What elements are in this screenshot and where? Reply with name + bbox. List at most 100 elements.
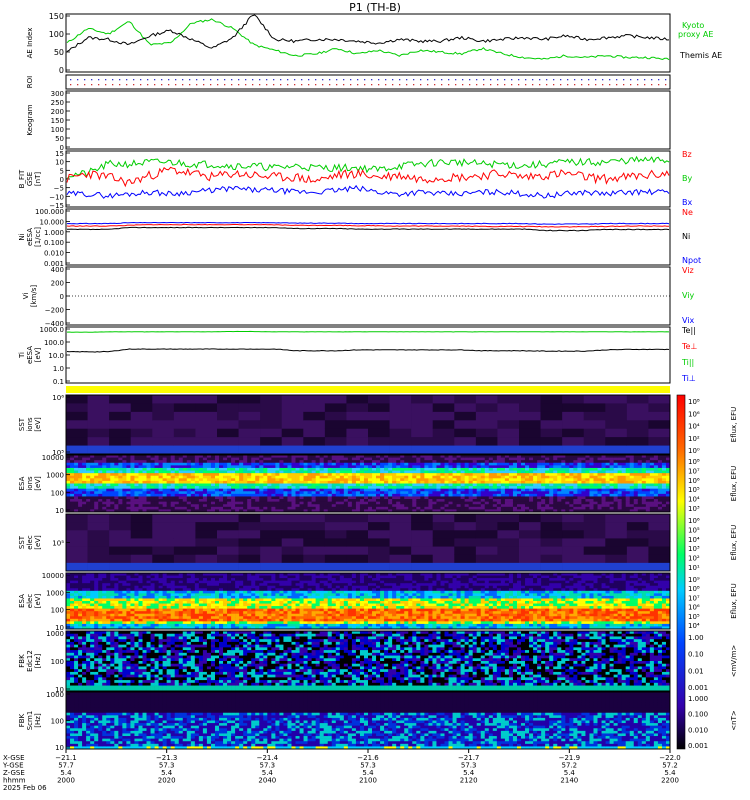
esa-i-spectrogram-cell: [251, 504, 256, 508]
esa-i-spectrogram-cell: [521, 509, 526, 513]
esa-i-spectrogram-cell: [432, 475, 437, 479]
esa-i-spectrogram-cell: [327, 475, 333, 479]
esa-i-spectrogram-cell: [661, 462, 667, 466]
sst-i-spectrogram-cell: [260, 437, 283, 446]
esa-i-spectrogram-cell: [436, 460, 441, 464]
esa-e-spectrogram-cell: [231, 618, 236, 622]
esa-i-spectrogram-cell: [488, 475, 494, 479]
ni-panel-ytick-label: 100.000: [35, 208, 64, 216]
esa-i-spectrogram-cell: [484, 509, 490, 513]
esa-e-spectrogram-cell: [66, 601, 71, 604]
esa-i-spectrogram-cell: [311, 483, 316, 487]
esa-e-spectrogram-cell: [110, 616, 115, 620]
esa-i-spectrogram-cell: [372, 491, 377, 495]
esa-i-spectrogram-cell: [460, 501, 465, 505]
esa-i-spectrogram-cell: [641, 467, 647, 471]
sst-i-spectrogram-cell: [562, 395, 585, 404]
esa-e-spectrogram-cell: [194, 626, 200, 630]
esa-i-spectrogram-cell: [114, 496, 119, 500]
esa-i-spectrogram-cell: [323, 473, 329, 477]
esa-i-spectrogram-cell: [126, 509, 131, 513]
esa-i-spectrogram-cell: [102, 478, 107, 482]
esa-i-spectrogram-cell: [335, 483, 341, 487]
esa-i-spectrogram-cell: [460, 499, 465, 502]
sst-i-spectrogram-cell: [303, 420, 326, 430]
sst-e-spectrogram-cell: [519, 554, 541, 564]
esa-e-spectrogram-cell: [146, 573, 151, 576]
esa-i-spectrogram-cell: [440, 465, 445, 469]
roi-dot: [217, 84, 219, 86]
esa-i-spectrogram-cell: [102, 465, 107, 469]
esa-i-spectrogram-cell: [323, 488, 329, 492]
sst-i-spectrogram-cell: [626, 445, 649, 455]
sst-i-spectrogram-cell: [130, 411, 153, 421]
roi-dot: [427, 79, 429, 81]
esa-i-spectrogram-cell: [142, 470, 147, 474]
esa-e-spectrogram-cell: [66, 621, 71, 625]
esa-e-spectrogram-cell: [198, 590, 204, 594]
bfit-panel-ytick-label: 15: [55, 150, 64, 158]
esa-i-spectrogram-cell: [343, 467, 349, 471]
roi-dot: [651, 79, 653, 81]
sst-e-spectrogram-cell: [368, 546, 390, 556]
esa-i-spectrogram-cell: [307, 457, 312, 461]
esa-i-spectrogram-cell: [66, 509, 71, 513]
roi-dot: [553, 79, 555, 81]
esa-i-spectrogram-cell: [102, 491, 107, 495]
esa-i-spectrogram-cell: [641, 493, 647, 497]
esa-e-spectrogram-cell: [219, 621, 224, 625]
esa-i-spectrogram-cell: [335, 506, 341, 510]
esa-i-spectrogram-cell: [303, 493, 308, 497]
esa-e-spectrogram-cell: [170, 606, 176, 609]
esa-i-spectrogram-cell: [621, 499, 627, 502]
esa-e-spectrogram-cell: [214, 573, 220, 576]
esa-i-spectrogram-cell: [206, 470, 212, 474]
esa-e-spectrogram-cell: [90, 613, 95, 617]
esa-e-spectrogram-cell: [239, 580, 244, 584]
esa-i-spectrogram-cell: [359, 475, 365, 479]
esa-i-spectrogram-cell: [223, 480, 228, 484]
sst-i-spectrogram-cell: [260, 420, 283, 430]
esa-i-spectrogram-cell: [271, 483, 276, 487]
esa-e-spectrogram-cell: [118, 616, 123, 620]
esa-i-spectrogram-cell: [605, 478, 610, 482]
esa-i-spectrogram-cell: [553, 473, 558, 477]
esa-i-spectrogram-cell: [444, 509, 449, 513]
esa-i-spectrogram-cell: [182, 470, 188, 474]
esa-i-spectrogram-cell: [335, 504, 341, 508]
esa-i-spectrogram-cell: [464, 462, 469, 466]
esa-e-spectrogram-cell: [182, 578, 188, 581]
esa-i-spectrogram-cell: [158, 486, 163, 489]
esa-i-spectrogram-cell: [589, 483, 594, 487]
esa-i-spectrogram-cell: [444, 506, 449, 510]
esa-i-spectrogram-cell: [504, 504, 510, 508]
esa-i-spectrogram-cell: [178, 483, 184, 487]
esa-i-spectrogram-cell: [472, 455, 478, 458]
esa-i-spectrogram-cell: [657, 504, 663, 508]
esa-e-spectrogram-cell: [142, 613, 147, 617]
esa-i-spectrogram-cell: [645, 483, 651, 487]
esa-i-spectrogram-cell: [118, 488, 123, 492]
esa-i-spectrogram-cell: [492, 496, 498, 500]
esa-e-spectrogram-cell: [190, 613, 196, 617]
esa-i-spectrogram-cell: [476, 483, 482, 487]
esa-i-spectrogram-cell: [613, 475, 618, 479]
esa-i-spectrogram-cell: [74, 499, 79, 502]
esa-e-spectrogram-cell: [118, 595, 123, 599]
esa-e-spectrogram-cell: [223, 601, 228, 604]
esa-i-spectrogram-cell: [227, 496, 232, 500]
esa-i-spectrogram-cell: [94, 462, 99, 466]
esa-e-spectrogram-cell: [142, 603, 147, 607]
esa-i-spectrogram-cell: [637, 480, 643, 484]
esa-i-spectrogram-cell: [436, 486, 441, 489]
esa-e-spectrogram-cell: [146, 580, 151, 584]
esa-i-spectrogram-cell: [194, 509, 200, 513]
esa-e-spectrogram-cell: [82, 583, 87, 587]
esa-i-spectrogram-cell: [545, 478, 550, 482]
esa-i-spectrogram-cell: [444, 475, 449, 479]
esa-i-spectrogram-cell: [194, 493, 200, 497]
esa-i-spectrogram-cell: [452, 462, 457, 466]
esa-i-spectrogram-cell: [355, 462, 361, 466]
esa-i-spectrogram-cell: [166, 473, 171, 477]
esa-i-spectrogram-cell: [126, 496, 131, 500]
